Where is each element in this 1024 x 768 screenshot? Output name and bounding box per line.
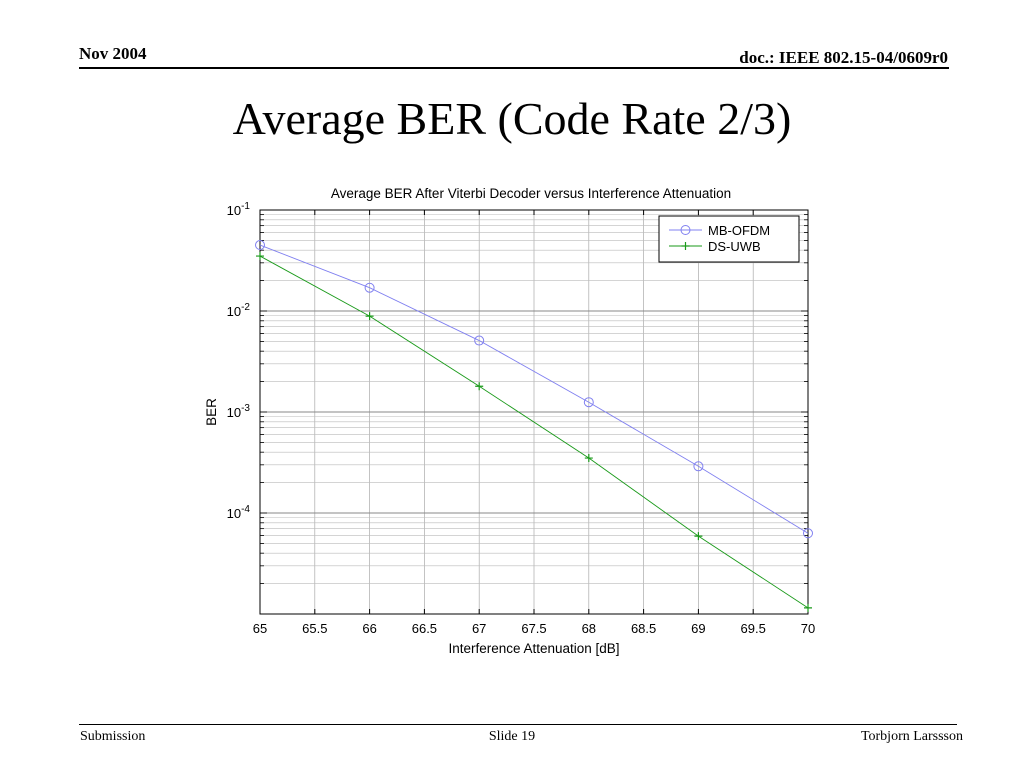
- x-tick-label: 65.5: [302, 621, 327, 636]
- plus-marker: [694, 532, 703, 541]
- circle-marker: [474, 335, 485, 346]
- x-tick-label: 70: [801, 621, 815, 636]
- circle-marker: [583, 397, 594, 408]
- chart-title: Average BER After Viterbi Decoder versus…: [331, 186, 731, 201]
- circle-marker: [680, 225, 691, 235]
- circle-marker: [255, 240, 265, 251]
- series-ds-uwb: [256, 252, 812, 612]
- plus-marker: [256, 252, 264, 261]
- x-tick-label: 68: [582, 621, 596, 636]
- legend-box: [658, 215, 800, 263]
- slide-title: Average BER (Code Rate 2/3): [232, 93, 792, 144]
- series-line: [259, 255, 809, 609]
- plus-marker: [804, 603, 812, 612]
- ber-chart: Average BER After Viterbi Decoder versus…: [204, 186, 815, 656]
- circle-marker: [364, 282, 375, 293]
- x-tick-label: 68.5: [631, 621, 656, 636]
- y-tick-label: 10-4: [227, 504, 251, 521]
- x-tick-label: 65: [253, 621, 267, 636]
- footer-rule: [79, 724, 957, 725]
- footer-author: Torbjorn Larssson: [860, 729, 963, 744]
- series-line: [259, 244, 809, 534]
- chart-series: [255, 240, 813, 612]
- legend-label: DS-UWB: [708, 239, 761, 254]
- x-tick-label: 66: [362, 621, 376, 636]
- chart-grid: [259, 210, 809, 615]
- circle-marker: [693, 461, 704, 472]
- y-axis: 10-1 10-2 10-3 10-4: [227, 201, 808, 615]
- plus-marker: [365, 312, 374, 321]
- x-tick-label: 67: [472, 621, 486, 636]
- footer-submission: Submission: [80, 729, 146, 744]
- header-rule: [79, 67, 949, 69]
- y-tick-label: 10-2: [227, 302, 251, 319]
- plus-marker: [584, 454, 593, 463]
- header-doc-id: doc.: IEEE 802.15-04/0609r0: [739, 48, 948, 67]
- x-tick-label: 67.5: [521, 621, 546, 636]
- x-tick-label: 69: [691, 621, 705, 636]
- header-date: Nov 2004: [79, 44, 147, 63]
- series-mb-ofdm: [255, 240, 813, 539]
- y-axis-label: BER: [204, 398, 219, 426]
- plus-marker: [475, 382, 484, 391]
- x-axis: 65 65.5 66 66.5 67 67.5 68 68.5 69 69.5 70: [253, 210, 815, 636]
- circle-marker: [803, 528, 813, 539]
- legend-label: MB-OFDM: [708, 223, 770, 238]
- plus-marker: [681, 242, 690, 250]
- x-tick-label: 66.5: [412, 621, 437, 636]
- y-tick-label: 10-1: [227, 201, 251, 218]
- x-tick-label: 69.5: [741, 621, 766, 636]
- x-axis-label: Interference Attenuation [dB]: [448, 641, 619, 656]
- footer-slide-number: Slide 19: [488, 729, 536, 744]
- y-tick-label: 10-3: [227, 403, 251, 420]
